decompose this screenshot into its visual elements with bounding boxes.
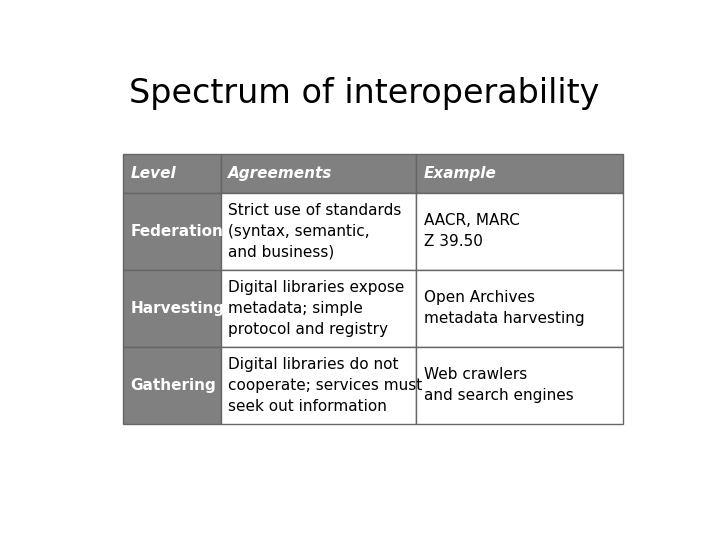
Text: Strict use of standards
(syntax, semantic,
and business): Strict use of standards (syntax, semanti… [228, 203, 402, 260]
Text: Federation: Federation [131, 224, 224, 239]
Bar [416, 270, 623, 347]
Bar [221, 193, 416, 270]
Text: Example: Example [423, 166, 497, 181]
Text: Web crawlers
and search engines: Web crawlers and search engines [423, 367, 573, 403]
Text: Harvesting: Harvesting [131, 301, 225, 316]
Bar [124, 154, 221, 193]
Text: Level: Level [131, 166, 176, 181]
Bar [221, 347, 416, 424]
Text: Open Archives
metadata harvesting: Open Archives metadata harvesting [423, 291, 585, 326]
Text: AACR, MARC
Z 39.50: AACR, MARC Z 39.50 [423, 213, 520, 249]
Bar [124, 193, 221, 270]
Text: Digital libraries expose
metadata; simple
protocol and registry: Digital libraries expose metadata; simpl… [228, 280, 405, 337]
Bar [124, 347, 221, 424]
Bar [416, 154, 623, 193]
Bar [124, 270, 221, 347]
Text: Spectrum of interoperability: Spectrum of interoperability [129, 77, 600, 110]
Text: Digital libraries do not
cooperate; services must
seek out information: Digital libraries do not cooperate; serv… [228, 357, 423, 414]
Bar [416, 193, 623, 270]
Text: Agreements: Agreements [228, 166, 333, 181]
Bar [221, 270, 416, 347]
Bar [416, 347, 623, 424]
Bar [221, 154, 416, 193]
Text: Gathering: Gathering [131, 377, 217, 393]
